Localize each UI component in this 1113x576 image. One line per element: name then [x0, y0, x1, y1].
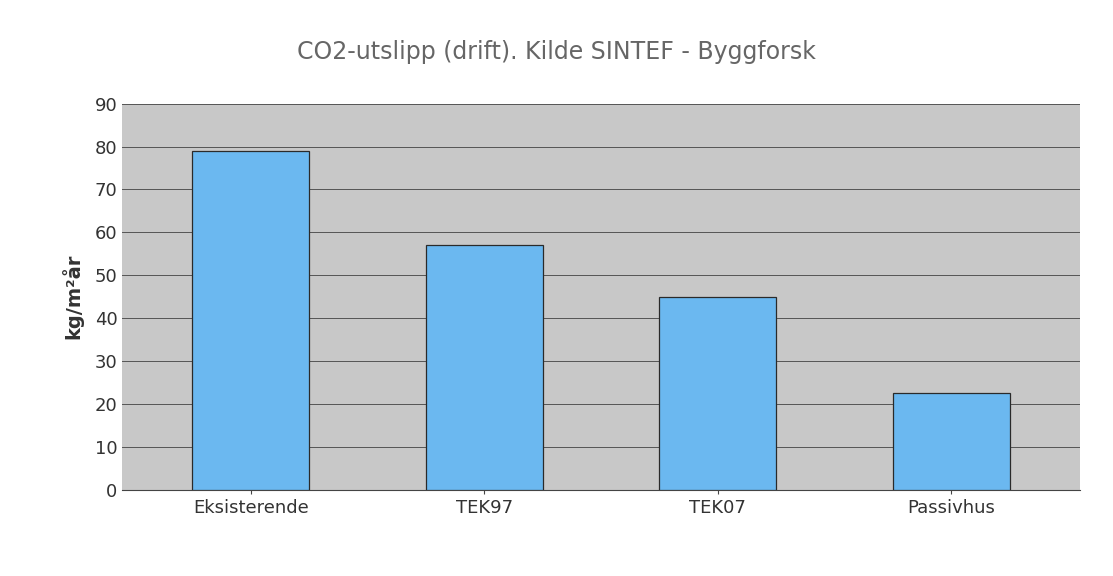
- Bar: [893, 393, 1009, 490]
- Text: CO2-utslipp (drift). Kilde SINTEF - Byggforsk: CO2-utslipp (drift). Kilde SINTEF - Bygg…: [297, 40, 816, 64]
- Bar: [426, 245, 543, 490]
- Bar: [659, 297, 776, 490]
- Bar: [193, 151, 309, 490]
- Y-axis label: kg/m²år: kg/m²år: [61, 254, 83, 339]
